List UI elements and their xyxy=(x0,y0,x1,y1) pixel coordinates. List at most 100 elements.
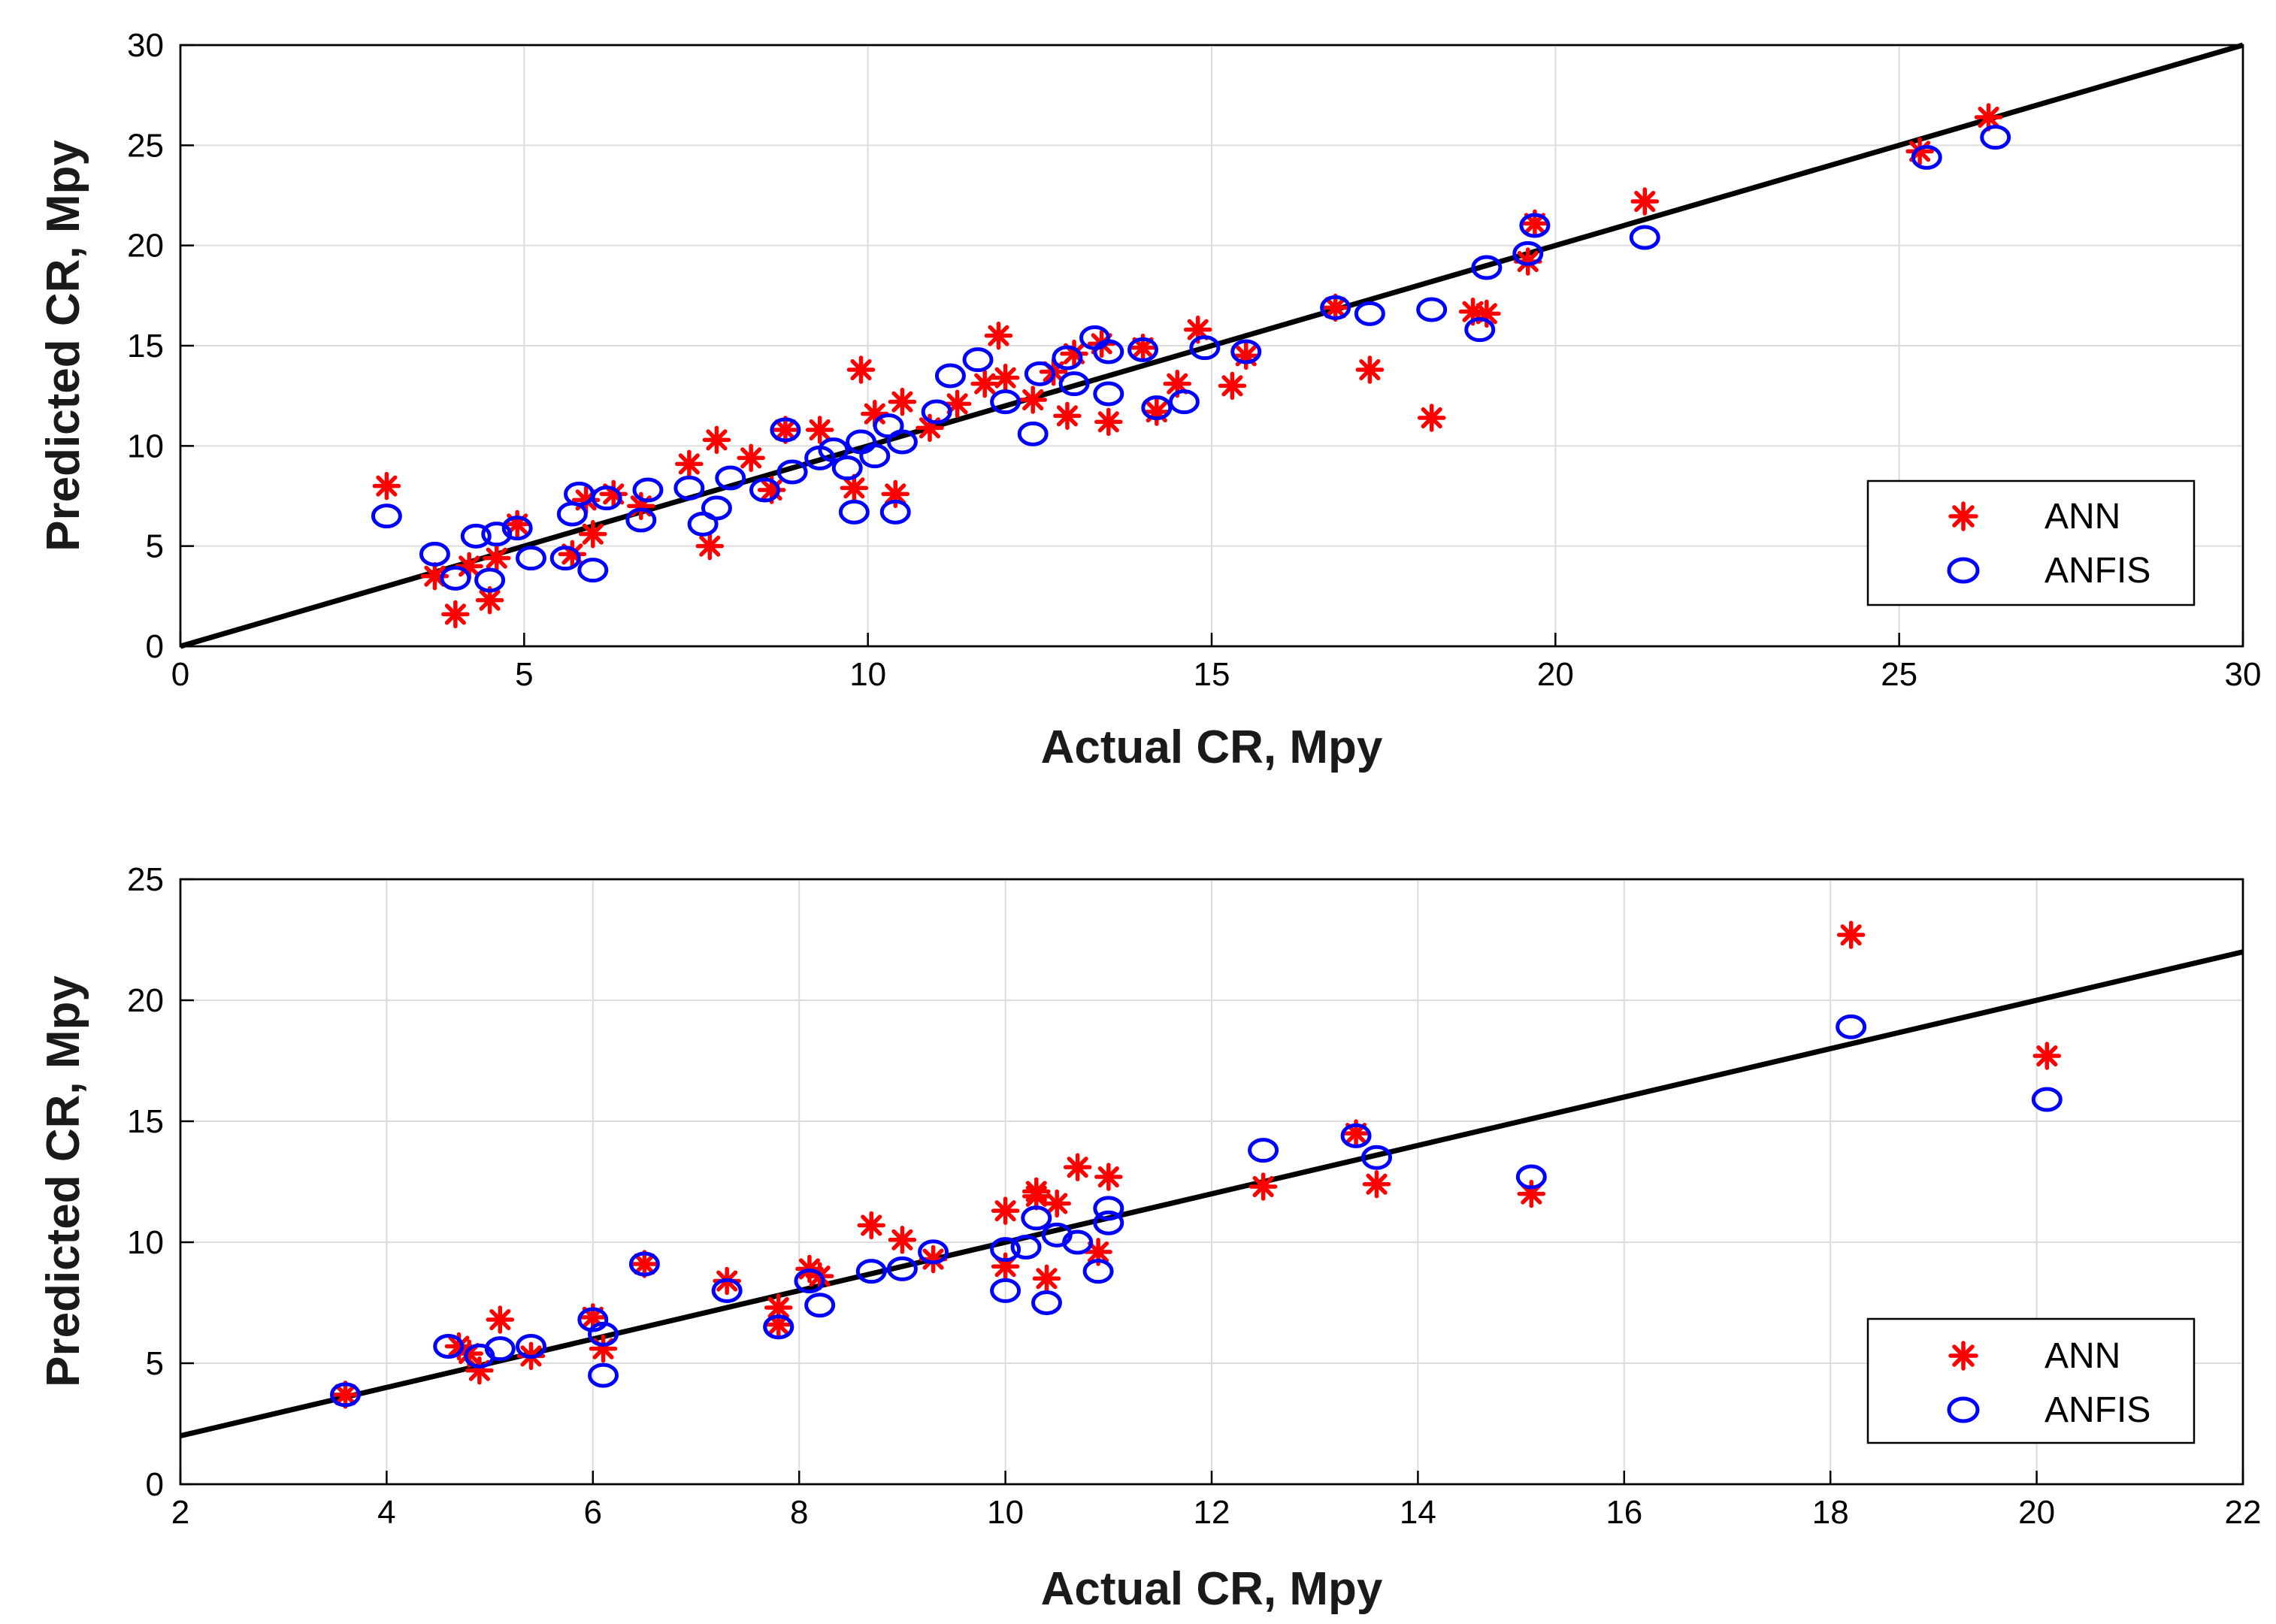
top-anfis-point xyxy=(1911,144,1942,170)
top-ann-point xyxy=(991,363,1020,392)
bottom-x-tick-label: 20 xyxy=(2018,1494,2055,1531)
bottom-ann-point xyxy=(1362,1169,1391,1199)
top-anfis-point xyxy=(1189,335,1221,361)
top-ann-point xyxy=(1231,341,1261,370)
top-anfis-points xyxy=(371,125,2011,593)
bottom-y-tick-label: 20 xyxy=(127,982,164,1019)
top-anfis-point xyxy=(501,516,533,541)
bottom-anfis-point xyxy=(794,1269,825,1294)
bottom-x-tick-label: 18 xyxy=(1812,1494,1849,1531)
top-ann-point xyxy=(1321,293,1350,322)
bottom-y-axis-title: Predicted CR, Mpy xyxy=(38,975,89,1387)
bottom-ann-point xyxy=(888,1226,917,1254)
top-ann-point xyxy=(695,531,725,561)
top-ann-point xyxy=(1094,407,1123,437)
top-legend-anfis-circle xyxy=(1947,557,1980,584)
bottom-anfis-points xyxy=(330,1014,2063,1408)
bottom-anfis-point xyxy=(990,1278,1021,1303)
top-ann-point xyxy=(805,416,834,444)
bottom-anfis-point xyxy=(1361,1145,1393,1170)
top-x-axis-title: Actual CR, Mpy xyxy=(1041,721,1383,773)
top-legend: ANN ANFIS xyxy=(1866,479,2196,606)
top-y-tick-label: 25 xyxy=(127,127,164,164)
top-ann-point xyxy=(599,479,628,509)
top-y-tick-label: 30 xyxy=(127,27,164,64)
bottom-anfis-point xyxy=(515,1333,546,1359)
bottom-ann-point xyxy=(486,1305,515,1334)
top-ann-point xyxy=(771,416,800,444)
top-anfis-point xyxy=(549,546,581,571)
top-x-tick-label: 5 xyxy=(515,656,533,693)
bottom-anfis-point xyxy=(628,1251,660,1277)
top-anfis-point xyxy=(591,485,622,511)
top-ann-point xyxy=(1355,355,1385,384)
top-y-tick-label: 10 xyxy=(127,428,164,464)
top-anfis-point xyxy=(838,499,870,525)
bottom-anfis-point xyxy=(1031,1290,1062,1315)
top-anfis-point xyxy=(1629,225,1660,250)
top-anfis-point xyxy=(577,558,609,583)
top-ann-point xyxy=(1417,404,1446,432)
top-anfis-point xyxy=(1058,371,1090,397)
top-anfis-point xyxy=(1464,317,1496,343)
top-ann-point xyxy=(970,369,999,398)
bottom-y-tick-label: 5 xyxy=(146,1345,164,1382)
bottom-anfis-point xyxy=(1836,1014,1867,1039)
bottom-y-tick-label: 10 xyxy=(127,1224,164,1261)
top-legend-box xyxy=(1866,479,2196,606)
bottom-anfis-point xyxy=(855,1259,887,1284)
top-ann-point xyxy=(846,355,876,384)
top-anfis-point xyxy=(1127,337,1159,362)
top-ann-point xyxy=(1018,386,1047,414)
top-ann-point xyxy=(1905,137,1934,166)
bottom-anfis-point xyxy=(588,1321,619,1347)
top-anfis-point xyxy=(1230,339,1262,364)
top-anfis-point xyxy=(673,475,705,501)
top-anfis-point xyxy=(1093,339,1124,364)
top-ann-point xyxy=(1053,401,1082,431)
top-anfis-point xyxy=(1980,125,2011,150)
top-anfis-point xyxy=(1512,240,1544,266)
top-plot-border xyxy=(179,44,2244,648)
bottom-plot-border xyxy=(179,878,2244,1486)
bottom-anfis-point xyxy=(1093,1210,1124,1235)
top-ann-point xyxy=(558,540,587,569)
top-x-tick-label: 25 xyxy=(1881,656,1917,693)
bottom-x-tick-label: 8 xyxy=(790,1494,808,1531)
bottom-legend-ann-marker xyxy=(1948,1341,1978,1371)
bottom-anfis-point xyxy=(2031,1087,2063,1112)
top-x-tick-label: 20 xyxy=(1537,656,1574,693)
top-anfis-point xyxy=(1168,389,1200,415)
top-legend-ann-label: ANN xyxy=(2044,497,2120,537)
bottom-legend-anfis-label: ANFIS xyxy=(2044,1390,2150,1430)
bottom-ann-point xyxy=(1094,1163,1123,1191)
bottom-legend-anfis-marker xyxy=(1947,1396,1980,1423)
bottom-x-tick-label: 16 xyxy=(1606,1494,1642,1531)
bottom-anfis-point xyxy=(711,1278,743,1303)
top-anfis-point xyxy=(934,363,966,389)
bottom-anfis-point xyxy=(1021,1205,1052,1231)
bottom-x-tick-label: 14 xyxy=(1400,1494,1436,1531)
top-y-tick-label: 20 xyxy=(127,228,164,265)
top-anfis-point xyxy=(749,477,780,503)
bottom-ann-point xyxy=(1063,1153,1092,1181)
bottom-legend-anfis-circle xyxy=(1947,1396,1980,1423)
bottom-x-axis-title: Actual CR, Mpy xyxy=(1041,1563,1383,1615)
bottom-panel: 2 4 6 8 10 12 14 16 18 20 22 0 5 10 15 20 25 Actual CR, … xyxy=(38,861,2261,1615)
top-ann-point xyxy=(1218,371,1247,401)
top-legend-ann-star xyxy=(1948,501,1978,531)
top-anfis-point xyxy=(1354,301,1385,326)
top-anfis-point xyxy=(1320,295,1351,320)
bottom-x-tick-label: 22 xyxy=(2225,1494,2262,1531)
top-anfis-point xyxy=(1471,255,1503,280)
bottom-anfis-point xyxy=(763,1314,794,1340)
bottom-anfis-point xyxy=(918,1239,949,1265)
top-anfis-point xyxy=(770,417,801,443)
top-anfis-point xyxy=(515,546,546,571)
top-ann-point xyxy=(1143,398,1171,426)
top-x-tick-label: 15 xyxy=(1194,656,1230,693)
bottom-anfis-point xyxy=(1082,1259,1114,1284)
top-ann-point xyxy=(441,600,470,629)
top-legend-anfis-label: ANFIS xyxy=(2044,551,2150,591)
